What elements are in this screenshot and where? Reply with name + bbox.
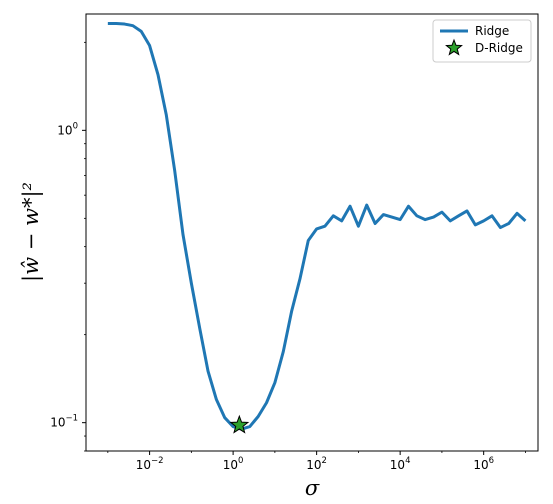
x-tick-label: 106	[473, 456, 494, 472]
legend-d-ridge-label: D-Ridge	[475, 41, 523, 55]
x-tick-label: 104	[390, 456, 411, 472]
x-tick-label: 10−2	[136, 456, 164, 472]
plot-frame	[85, 13, 539, 452]
y-tick-label: 100	[57, 121, 78, 137]
ridge-line	[107, 21, 527, 431]
legend-ridge-label: Ridge	[475, 24, 509, 38]
x-tick-label: 100	[223, 456, 244, 472]
y-axis-label: |ŵ − w*|²	[19, 182, 44, 282]
x-tick-label: 102	[306, 456, 327, 472]
legend: Ridge D-Ridge	[432, 19, 532, 63]
y-tick-label: 10−1	[50, 414, 78, 430]
series-layer	[107, 21, 527, 434]
legend-d-ridge-star-icon	[445, 38, 463, 56]
x-axis-label: σ	[305, 476, 320, 500]
ticks: 10−2 100 102 104 106 10−1 100	[50, 41, 526, 472]
d-ridge-star-marker	[229, 414, 250, 434]
